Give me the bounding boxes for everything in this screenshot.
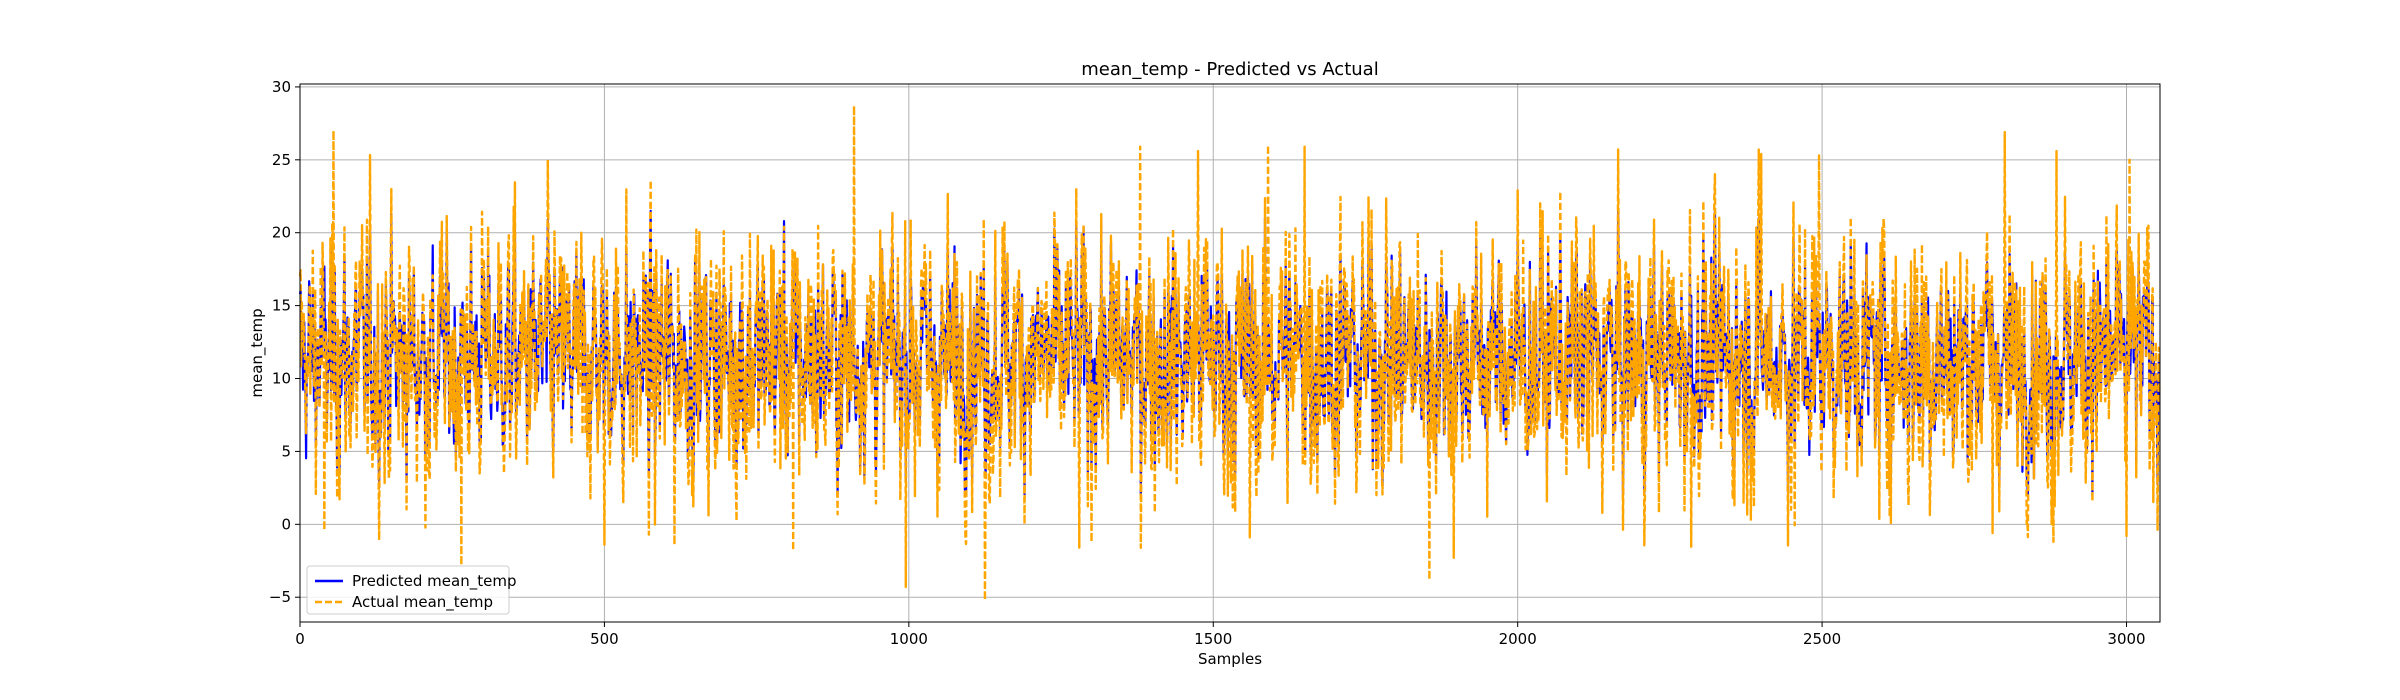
legend-label: Predicted mean_temp xyxy=(352,572,516,591)
x-tick-label: 2500 xyxy=(1803,630,1841,648)
plot-frame xyxy=(299,83,2161,623)
x-tick-label: 1500 xyxy=(1194,630,1232,648)
legend-label: Actual mean_temp xyxy=(352,593,493,612)
x-tick-label: 0 xyxy=(295,630,305,648)
y-tick-label: 25 xyxy=(272,151,291,169)
legend-box xyxy=(306,565,510,615)
series-layer xyxy=(298,104,2161,602)
y-axis: −5 0 5 10 15 20 25 30 xyxy=(269,78,300,606)
x-tick-label: 2000 xyxy=(1499,630,1537,648)
x-tick-label: 1000 xyxy=(890,630,928,648)
series-actual-line xyxy=(298,104,2161,602)
x-tick-label: 500 xyxy=(590,630,619,648)
chart-title: mean_temp - Predicted vs Actual xyxy=(1081,59,1378,80)
y-tick-label: 15 xyxy=(272,297,291,315)
x-axis: 0 500 1000 1500 2000 2500 3000 xyxy=(295,622,2146,648)
y-tick-label: 30 xyxy=(272,78,291,96)
x-axis-title: Samples xyxy=(1198,650,1262,668)
y-axis-title: mean_temp xyxy=(248,308,267,397)
y-tick-label: −5 xyxy=(269,588,291,606)
legend: Predicted mean_temp Actual mean_temp xyxy=(306,565,516,615)
y-tick-label: 20 xyxy=(272,224,291,242)
y-tick-label: 5 xyxy=(281,442,291,460)
x-tick-label: 3000 xyxy=(2107,630,2145,648)
y-tick-label: 0 xyxy=(281,515,291,533)
y-tick-label: 10 xyxy=(272,370,291,388)
